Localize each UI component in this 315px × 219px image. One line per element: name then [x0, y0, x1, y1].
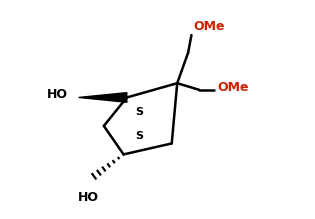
- Text: OMe: OMe: [218, 81, 249, 94]
- Text: HO: HO: [47, 88, 68, 101]
- Text: S: S: [135, 107, 143, 117]
- Text: HO: HO: [78, 191, 99, 203]
- Text: S: S: [135, 131, 143, 141]
- Text: OMe: OMe: [194, 20, 225, 33]
- Polygon shape: [79, 93, 127, 102]
